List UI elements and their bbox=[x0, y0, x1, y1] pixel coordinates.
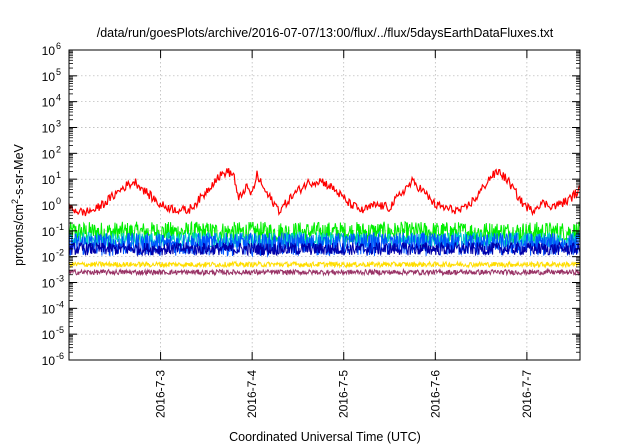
flux-series-line bbox=[68, 231, 581, 258]
y-tick-label: 10 bbox=[42, 328, 56, 342]
x-tick-label: 2016-7-5 bbox=[337, 370, 351, 418]
y-tick-exponent: -1 bbox=[56, 222, 64, 232]
y-tick-label: 10 bbox=[42, 277, 56, 291]
y-tick-exponent: 6 bbox=[56, 41, 61, 51]
y-tick-exponent: 1 bbox=[56, 170, 61, 180]
y-tick-exponent: 0 bbox=[56, 196, 61, 206]
x-tick-label: 2016-7-6 bbox=[428, 370, 442, 418]
flux-series-line bbox=[68, 267, 581, 277]
y-tick-exponent: 2 bbox=[56, 144, 61, 154]
y-tick-label: 10 bbox=[42, 302, 56, 316]
x-tick-label: 2016-7-7 bbox=[520, 370, 534, 418]
axis-ticks bbox=[69, 49, 580, 361]
y-tick-label: 10 bbox=[42, 354, 56, 368]
chart-title: /data/run/goesPlots/archive/2016-07-07/1… bbox=[97, 26, 554, 40]
y-tick-label: 10 bbox=[42, 44, 56, 58]
data-series bbox=[68, 168, 581, 277]
y-tick-label: 10 bbox=[42, 70, 56, 84]
y-axis-label: protons/cm2-s-sr-MeV bbox=[10, 143, 26, 265]
x-tick-label: 2016-7-4 bbox=[245, 370, 259, 418]
y-tick-label: 10 bbox=[42, 147, 56, 161]
y-tick-exponent: -4 bbox=[56, 299, 64, 309]
y-tick-exponent: -5 bbox=[56, 325, 64, 335]
plot-frame bbox=[68, 49, 581, 361]
flux-series-line bbox=[68, 260, 581, 269]
grid-lines bbox=[69, 50, 580, 360]
y-tick-label: 10 bbox=[42, 122, 56, 136]
y-tick-exponent: -2 bbox=[56, 248, 64, 258]
y-tick-exponent: -3 bbox=[56, 274, 64, 284]
y-tick-label: 10 bbox=[42, 199, 56, 213]
x-tick-labels: 2016-7-3 2016-7-4 2016-7-5 2016-7-6 2016-7-7 bbox=[154, 370, 534, 418]
y-tick-label: 10 bbox=[42, 225, 56, 239]
x-axis-label: Coordinated Universal Time (UTC) bbox=[229, 430, 421, 444]
y-tick-exponent: 5 bbox=[56, 67, 61, 77]
flux-series-line bbox=[68, 168, 581, 217]
y-tick-label: 10 bbox=[42, 173, 56, 187]
y-tick-exponent: -6 bbox=[56, 351, 64, 361]
y-tick-label: 10 bbox=[42, 251, 56, 265]
y-tick-label: 10 bbox=[42, 96, 56, 110]
y-tick-exponent: 3 bbox=[56, 119, 61, 129]
x-tick-label: 2016-7-3 bbox=[154, 370, 168, 418]
y-tick-exponent: 4 bbox=[56, 93, 61, 103]
flux-series-line bbox=[68, 241, 581, 257]
